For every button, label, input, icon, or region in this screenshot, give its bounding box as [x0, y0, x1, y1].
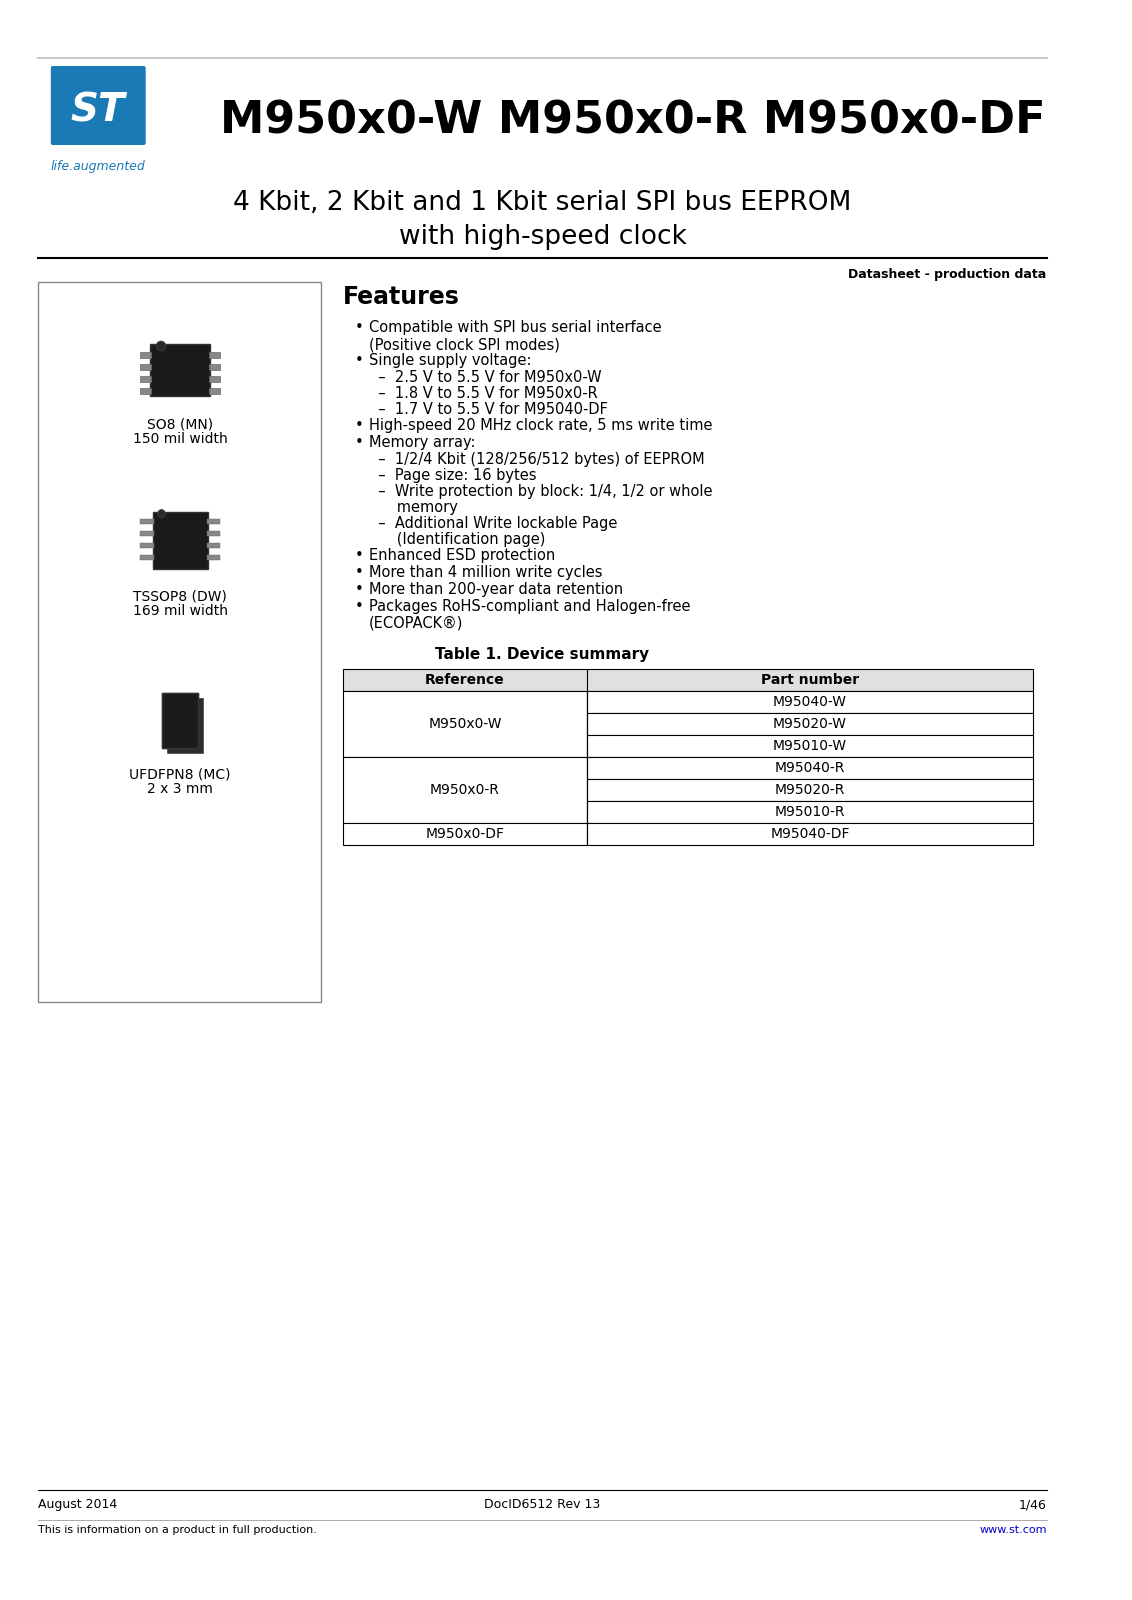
Text: TSSOP8 (DW): TSSOP8 (DW) [134, 590, 228, 603]
Text: M95010-W: M95010-W [773, 739, 847, 754]
Text: 4 Kbit, 2 Kbit and 1 Kbit serial SPI bus EEPROM
with high-speed clock: 4 Kbit, 2 Kbit and 1 Kbit serial SPI bus… [233, 190, 851, 250]
Text: UFDFPN8 (MC): UFDFPN8 (MC) [129, 768, 231, 782]
Bar [586, 691, 1034, 714]
Bar [206, 555, 220, 560]
Text: •: • [354, 582, 363, 597]
Bar [206, 531, 220, 536]
Bar [586, 734, 1034, 757]
Text: –  1.7 V to 5.5 V for M95040-DF: – 1.7 V to 5.5 V for M95040-DF [369, 402, 608, 418]
Bar [140, 531, 154, 536]
Text: •: • [354, 418, 363, 434]
Text: (Identification page): (Identification page) [369, 531, 546, 547]
FancyBboxPatch shape [153, 512, 207, 568]
Bar [140, 376, 152, 382]
Text: –  Additional Write lockable Page: – Additional Write lockable Page [369, 515, 617, 531]
Text: 2 x 3 mm: 2 x 3 mm [147, 782, 213, 795]
Text: –  Page size: 16 bytes: – Page size: 16 bytes [369, 467, 537, 483]
Text: M95020-R: M95020-R [774, 782, 846, 797]
Text: 169 mil width: 169 mil width [132, 603, 228, 618]
Text: August 2014: August 2014 [38, 1498, 118, 1510]
Bar [586, 822, 1034, 845]
Text: Table 1. Device summary: Table 1. Device summary [436, 646, 650, 662]
Bar [140, 387, 152, 394]
Text: M95040-DF: M95040-DF [770, 827, 850, 842]
Circle shape [156, 341, 165, 350]
Bar [343, 669, 1034, 691]
Bar [162, 693, 198, 747]
Text: DocID6512 Rev 13: DocID6512 Rev 13 [484, 1498, 601, 1510]
Bar [586, 757, 1034, 779]
Bar [166, 698, 204, 752]
Text: (ECOPACK®): (ECOPACK®) [369, 616, 463, 630]
Text: www.st.com: www.st.com [979, 1525, 1047, 1534]
Text: –  1/2/4 Kbit (128/256/512 bytes) of EEPROM: – 1/2/4 Kbit (128/256/512 bytes) of EEPR… [369, 451, 704, 467]
Text: High-speed 20 MHz clock rate, 5 ms write time: High-speed 20 MHz clock rate, 5 ms write… [369, 418, 712, 434]
Bar [140, 555, 154, 560]
Bar [343, 757, 586, 822]
Bar [162, 693, 198, 747]
Text: More than 200-year data retention: More than 200-year data retention [369, 582, 623, 597]
Bar [140, 518, 154, 523]
Text: 150 mil width: 150 mil width [132, 432, 228, 446]
Text: –  1.8 V to 5.5 V for M950x0-R: – 1.8 V to 5.5 V for M950x0-R [369, 386, 598, 402]
Bar [206, 542, 220, 547]
Bar [209, 387, 221, 394]
Text: M95040-R: M95040-R [774, 762, 846, 774]
Bar [209, 376, 221, 382]
Text: life.augmented: life.augmented [51, 160, 145, 173]
Text: (Positive clock SPI modes): (Positive clock SPI modes) [369, 338, 560, 352]
Text: This is information on a product in full production.: This is information on a product in full… [38, 1525, 317, 1534]
Text: M950x0-W: M950x0-W [428, 717, 501, 731]
Text: Enhanced ESD protection: Enhanced ESD protection [369, 547, 556, 563]
Text: M95010-R: M95010-R [774, 805, 846, 819]
Bar [209, 352, 221, 358]
Bar [586, 714, 1034, 734]
Bar [586, 779, 1034, 802]
Text: M950x0-W M950x0-R M950x0-DF: M950x0-W M950x0-R M950x0-DF [220, 99, 1045, 142]
Text: •: • [354, 354, 363, 368]
Text: Memory array:: Memory array: [369, 435, 475, 450]
Circle shape [157, 509, 165, 517]
Text: Compatible with SPI bus serial interface: Compatible with SPI bus serial interface [369, 320, 662, 334]
Text: 1/46: 1/46 [1019, 1498, 1047, 1510]
Text: Part number: Part number [761, 674, 859, 686]
Text: –  2.5 V to 5.5 V for M950x0-W: – 2.5 V to 5.5 V for M950x0-W [369, 370, 601, 386]
FancyBboxPatch shape [38, 282, 321, 1002]
Bar [140, 352, 152, 358]
Text: M950x0-DF: M950x0-DF [426, 827, 505, 842]
Text: •: • [354, 435, 363, 450]
Text: M950x0-R: M950x0-R [430, 782, 500, 797]
Text: More than 4 million write cycles: More than 4 million write cycles [369, 565, 602, 579]
Text: Reference: Reference [424, 674, 505, 686]
Text: Packages RoHS-compliant and Halogen-free: Packages RoHS-compliant and Halogen-free [369, 598, 691, 614]
Bar [343, 822, 586, 845]
Bar [140, 365, 152, 370]
Text: Single supply voltage:: Single supply voltage: [369, 354, 532, 368]
Text: M95020-W: M95020-W [773, 717, 847, 731]
Bar [206, 518, 220, 523]
Text: ST: ST [70, 91, 125, 130]
Text: •: • [354, 547, 363, 563]
Text: •: • [354, 320, 363, 334]
Text: •: • [354, 565, 363, 579]
Text: Datasheet - production data: Datasheet - production data [849, 267, 1047, 282]
Text: M95040-W: M95040-W [773, 694, 847, 709]
Bar [343, 691, 586, 757]
Bar [586, 802, 1034, 822]
Text: Features: Features [343, 285, 460, 309]
Text: memory: memory [369, 499, 458, 515]
FancyBboxPatch shape [151, 344, 209, 395]
Bar [209, 365, 221, 370]
Text: •: • [354, 598, 363, 614]
Text: –  Write protection by block: 1/4, 1/2 or whole: – Write protection by block: 1/4, 1/2 or… [369, 483, 712, 499]
FancyBboxPatch shape [51, 66, 146, 146]
Text: SO8 (MN): SO8 (MN) [147, 418, 213, 432]
Bar [140, 542, 154, 547]
